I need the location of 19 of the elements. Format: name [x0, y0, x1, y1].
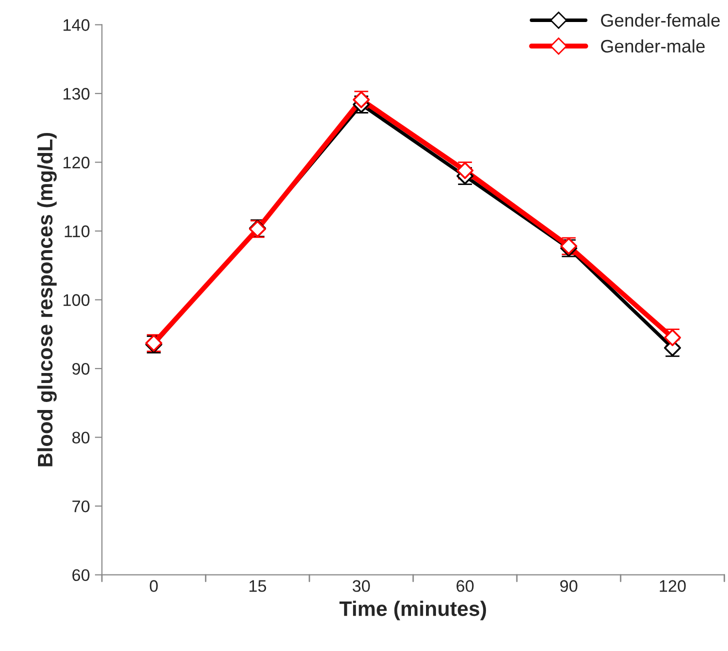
x-tick-label: 15: [250, 580, 266, 592]
y-tick-label: 100: [64, 294, 90, 306]
x-axis-title: Time (minutes): [339, 600, 486, 620]
legend-label: Gender-male: [601, 39, 705, 53]
y-tick-label: 140: [64, 19, 90, 31]
y-tick-label: 70: [72, 500, 90, 512]
y-tick-label: 130: [64, 88, 90, 100]
y-tick-label: 90: [72, 362, 90, 375]
x-tick-label: 120: [660, 580, 686, 592]
legend-label: Gender-female: [601, 13, 720, 27]
y-tick-label: 120: [64, 156, 90, 168]
y-tick-label: 110: [64, 225, 90, 238]
y-tick-label: 80: [72, 432, 90, 444]
x-tick-label: 30: [352, 580, 370, 592]
x-tick-label: 90: [560, 580, 578, 592]
y-axis-title: Blood glucose responces (mg/dL): [37, 132, 57, 466]
x-tick-label: 60: [456, 580, 474, 592]
y-tick-label: 60: [72, 569, 90, 582]
x-tick-label: 0: [150, 580, 158, 592]
